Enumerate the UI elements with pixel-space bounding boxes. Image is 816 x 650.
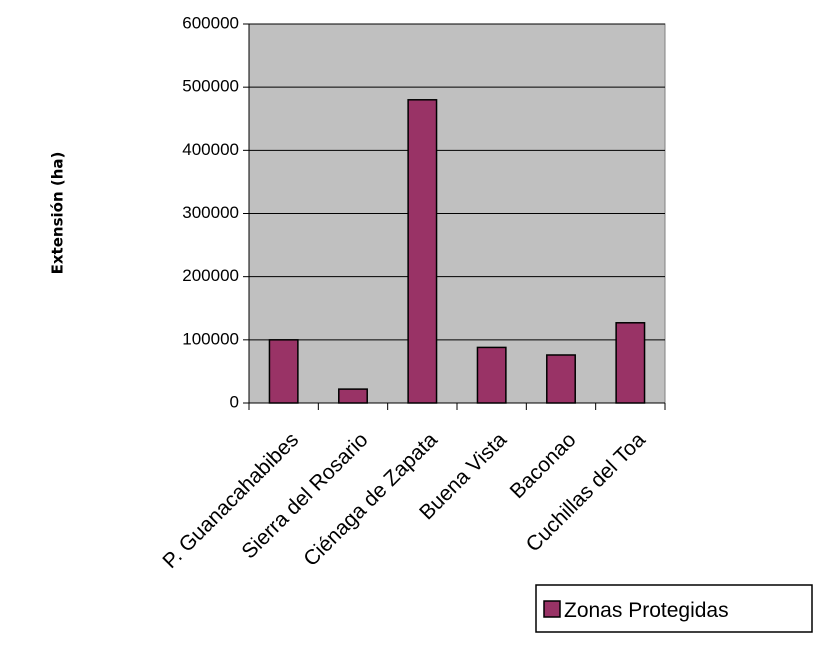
y-tick-labels: 0 100000 200000 300000 400000 500000 600000 [182, 13, 239, 411]
gridlines [249, 23, 665, 341]
bar [407, 99, 438, 404]
legend-box [535, 584, 813, 633]
x-tick-label: Sierra del Rosario [237, 428, 372, 563]
bar [338, 388, 368, 404]
x-tick-label: P. Guanacahabibes [158, 428, 303, 573]
bar [546, 354, 576, 404]
bar [268, 339, 299, 404]
bar [476, 346, 507, 404]
legend-swatch [543, 600, 561, 618]
legend: Zonas Protegidas [535, 584, 813, 633]
y-tick-label: 0 [230, 392, 239, 411]
x-tick-label: Ciénaga de Zapata [299, 428, 442, 571]
y-tick-label: 200000 [182, 266, 239, 285]
y-tick-label: 300000 [182, 203, 239, 222]
y-tick-label: 500000 [182, 77, 239, 96]
bar [615, 322, 646, 404]
y-axis-title: Extensión (ha) [49, 152, 67, 275]
x-tick-label: Cuchillas del Toa [522, 428, 650, 556]
legend-label: Zonas Protegidas [564, 599, 729, 622]
y-tick-label: 100000 [182, 329, 239, 348]
axes [243, 23, 666, 410]
y-tick-label: 400000 [182, 140, 239, 159]
y-tick-label: 600000 [182, 13, 239, 32]
